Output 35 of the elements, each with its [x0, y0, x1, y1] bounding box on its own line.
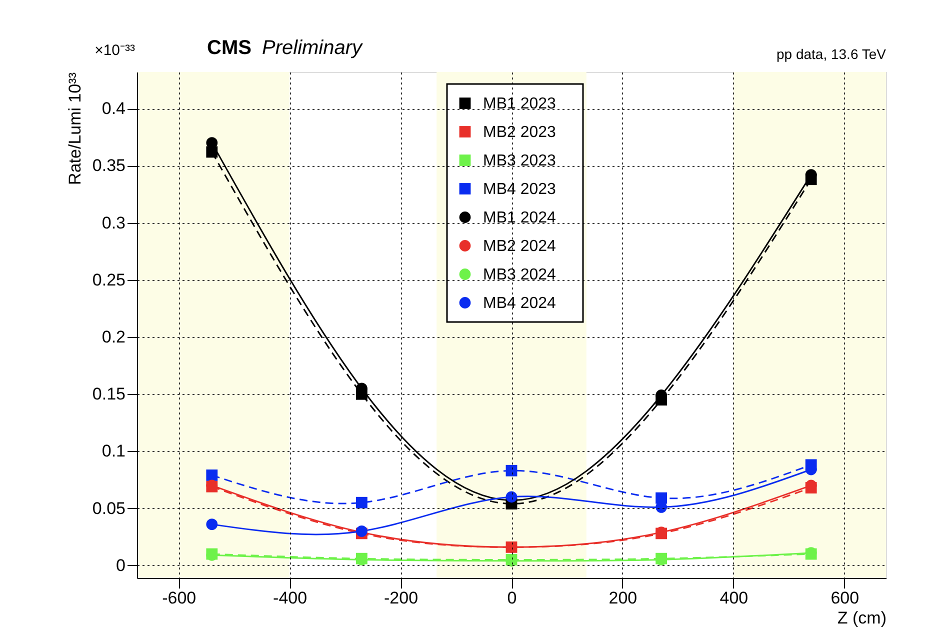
point [206, 518, 218, 530]
y-axis-title: Rate/Lumi 10³³ [65, 72, 84, 185]
point [356, 496, 368, 508]
x-tick-label: 400 [720, 588, 748, 608]
chart-title: CMS [207, 37, 252, 59]
point [206, 470, 218, 481]
legend-label: MB1 2023 [483, 95, 556, 112]
x-tick-label: -600 [162, 588, 196, 608]
text: pp data, 13.6 TeV [776, 46, 887, 62]
y-tick-label: 0.35 [92, 156, 126, 176]
y-tick-label: 0.15 [92, 384, 126, 404]
y-tick-label: 0.25 [92, 270, 126, 290]
y-tick-label: 0 [116, 556, 126, 575]
x-tick-label: 200 [608, 588, 638, 608]
y-tick-label: 0.3 [102, 213, 126, 232]
point [506, 491, 518, 503]
y-tick-label: 0.1 [102, 442, 126, 461]
legend-label: MB4 2024 [483, 294, 556, 312]
x-tick-label: -200 [384, 588, 418, 608]
legend-label: MB3 2023 [483, 152, 556, 170]
y-tick-label: 0.4 [102, 99, 126, 118]
y-tick-label: 0.2 [102, 327, 126, 346]
x-tick-label: 0 [507, 588, 517, 608]
y-tick-label: 0.05 [92, 498, 126, 518]
point [506, 464, 518, 476]
text: ×10⁻³³ [94, 42, 135, 59]
legend-label: MB2 2024 [483, 238, 556, 255]
legend-label: MB3 2024 [483, 266, 556, 284]
legend-label: MB2 2023 [483, 124, 556, 141]
legend-label: MB1 2024 [483, 209, 556, 226]
x-axis-title: Z (cm) [837, 608, 886, 628]
x-tick-label: 600 [830, 588, 860, 608]
chart-subtitle: Preliminary [262, 37, 364, 59]
legend-label: MB4 2023 [483, 180, 556, 198]
x-tick-label: -400 [273, 588, 308, 608]
